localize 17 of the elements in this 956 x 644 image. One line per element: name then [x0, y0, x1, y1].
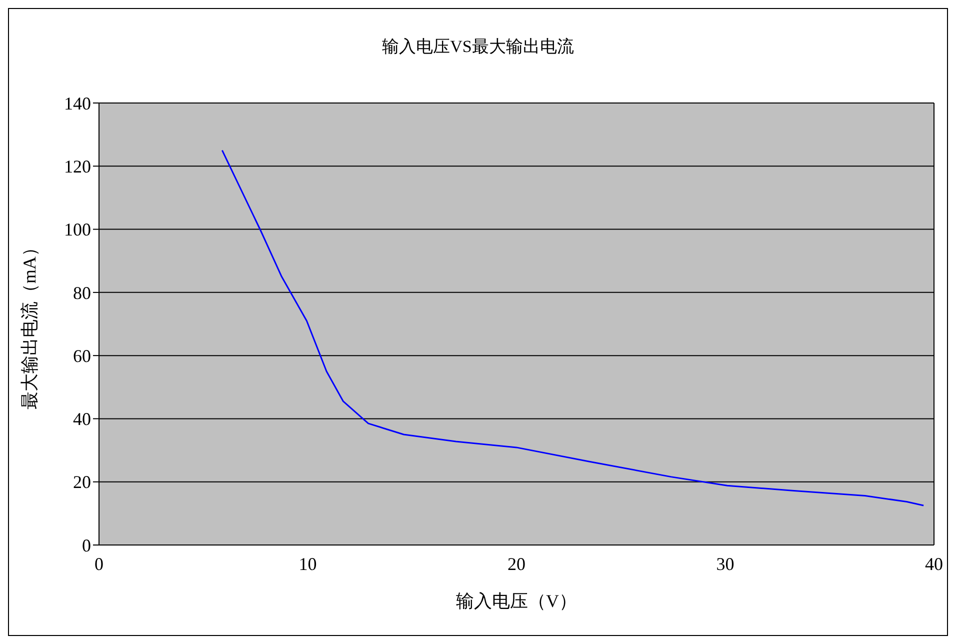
y-tick-label: 60 — [73, 346, 91, 366]
chart-title: 输入电压VS最大输出电流 — [381, 36, 575, 58]
y-tick-label: 140 — [64, 93, 91, 114]
x-tick-label: 20 — [508, 554, 526, 574]
y-axis-title: 最大输出电流（mA） — [19, 238, 40, 410]
y-tick-label: 100 — [64, 220, 91, 240]
x-axis-title: 输入电压（V） — [456, 591, 577, 611]
x-tick-label: 0 — [94, 554, 104, 574]
x-tick-label: 10 — [298, 554, 317, 574]
x-tick-label: 40 — [925, 554, 943, 574]
x-tick-label: 30 — [716, 554, 734, 574]
y-tick-label: 80 — [73, 282, 91, 303]
y-tick-label: 120 — [64, 156, 91, 177]
y-tick-label: 0 — [82, 535, 91, 556]
y-tick-label: 20 — [73, 472, 91, 492]
y-tick-label: 40 — [73, 409, 91, 430]
line-series — [221, 150, 924, 506]
